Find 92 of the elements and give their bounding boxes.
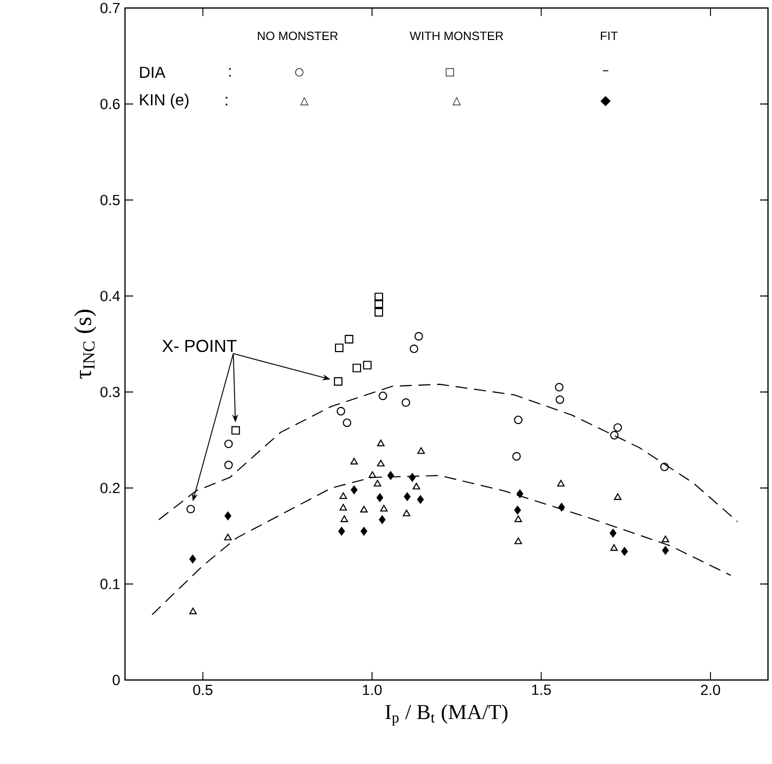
- point: [224, 460, 233, 470]
- point: [374, 299, 384, 308]
- annotation: WITH MONSTER: [410, 32, 504, 40]
- point: [380, 504, 388, 512]
- point: [352, 364, 362, 372]
- point: [189, 608, 197, 614]
- x-axis-title: I$_{p}$ / B$_{t}$ (MA/T): [385, 704, 508, 726]
- y-tick-label: 0: [112, 674, 120, 686]
- y-tick-label: 0.4: [100, 290, 120, 302]
- point: [368, 471, 376, 478]
- point: [224, 512, 232, 520]
- x-tick-label: 1.0: [362, 684, 382, 696]
- annotation: FIT: [600, 32, 618, 40]
- point: [621, 547, 628, 556]
- point: [344, 334, 354, 344]
- point: [224, 534, 232, 540]
- annotation: ◆: [600, 96, 611, 106]
- y-tick-label: 0.6: [100, 98, 120, 110]
- point: [512, 452, 521, 461]
- point: [360, 506, 368, 512]
- point: [378, 392, 388, 400]
- y-tick-label: 0.2: [100, 482, 120, 494]
- point: [417, 447, 425, 454]
- line-series: [152, 474, 732, 616]
- point: [514, 506, 521, 514]
- annotation: :: [226, 96, 228, 106]
- point: [412, 482, 420, 490]
- point: [387, 471, 394, 480]
- point: [558, 502, 565, 512]
- y-tick-label: 0.5: [100, 194, 120, 206]
- y-tick-label: 0.1: [100, 578, 120, 590]
- point: [231, 426, 240, 435]
- point: [334, 344, 344, 352]
- y-tick-label: 0.3: [100, 386, 120, 398]
- point: [402, 510, 410, 516]
- point: [378, 515, 386, 524]
- point: [340, 515, 348, 522]
- y-axis-title: τ$_{INC}$ (s): [74, 310, 96, 379]
- point: [613, 423, 622, 432]
- point: [374, 308, 384, 317]
- annotation: DIA: [140, 66, 166, 78]
- annotation: :: [229, 68, 231, 77]
- annotation: □: [446, 68, 454, 76]
- point: [408, 473, 416, 482]
- point: [334, 377, 342, 386]
- point: [363, 360, 372, 370]
- annotation: X- POINT: [162, 340, 237, 352]
- point: [556, 395, 564, 404]
- point: [410, 344, 418, 354]
- point: [514, 515, 522, 522]
- point: [340, 504, 348, 511]
- annotation: –: [602, 70, 608, 72]
- x-tick-label: 1.5: [532, 684, 551, 695]
- annotation: △: [452, 97, 461, 106]
- point: [374, 292, 384, 302]
- point: [610, 544, 618, 551]
- point: [377, 440, 385, 446]
- annotation: ○: [295, 68, 304, 76]
- point: [340, 492, 348, 500]
- point: [614, 493, 622, 500]
- point: [186, 504, 195, 514]
- x-tick-label: 2.0: [701, 684, 720, 696]
- point: [414, 332, 424, 341]
- point: [376, 493, 384, 502]
- point: [350, 458, 358, 464]
- point: [660, 462, 669, 472]
- point: [189, 554, 196, 564]
- annotation: KIN (e): [140, 94, 188, 109]
- x-tick-label: 0.5: [193, 684, 212, 696]
- point: [514, 537, 522, 544]
- point: [557, 480, 565, 487]
- point: [350, 486, 358, 494]
- point: [610, 430, 619, 440]
- point: [404, 492, 411, 501]
- point: [377, 460, 385, 466]
- point: [342, 418, 352, 427]
- point: [554, 382, 564, 392]
- point: [417, 495, 424, 504]
- point: [374, 480, 382, 487]
- point: [402, 398, 410, 407]
- annotation: NO MONSTER: [258, 32, 338, 40]
- point: [662, 546, 669, 555]
- point: [516, 489, 524, 498]
- point: [338, 526, 345, 536]
- point: [224, 440, 233, 448]
- point: [610, 528, 616, 538]
- y-tick-label: 0.7: [100, 2, 120, 14]
- point: [514, 416, 523, 424]
- point: [662, 536, 670, 542]
- point: [360, 526, 368, 536]
- point: [336, 406, 346, 416]
- annotation: △: [300, 97, 308, 106]
